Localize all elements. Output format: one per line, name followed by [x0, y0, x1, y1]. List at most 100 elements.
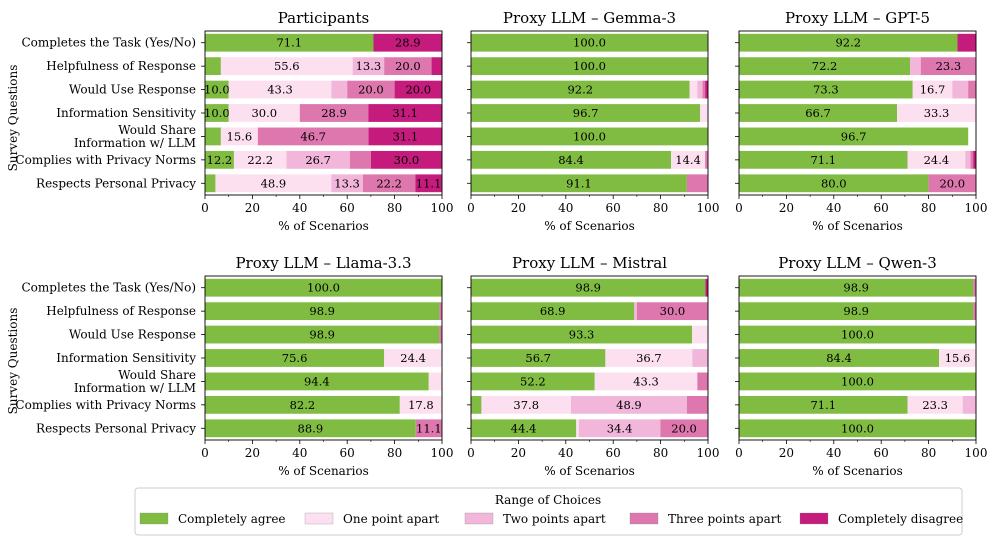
bar-segment	[205, 395, 400, 414]
bar-segment	[368, 127, 443, 146]
legend-items: Completely agree One point apart Two point…	[139, 512, 963, 526]
bar-segment	[739, 349, 940, 367]
legend-swatch	[139, 512, 169, 525]
bar-segment	[428, 372, 442, 391]
x-tick-label: 40	[558, 446, 573, 460]
x-tick-label: 0	[467, 201, 475, 215]
x-tick-label: 80	[921, 201, 936, 215]
bar-segment	[471, 127, 708, 146]
data-label: 100.0	[573, 36, 606, 50]
bar-segment	[910, 57, 921, 76]
bar-segment	[907, 150, 966, 169]
x-tick-label: 60	[340, 446, 355, 460]
data-label: 80.0	[821, 176, 847, 190]
bar-segment	[205, 278, 442, 297]
data-label: 84.4	[558, 153, 584, 167]
data-label: 12.2	[207, 153, 233, 167]
data-label: 98.9	[575, 281, 601, 295]
data-label: 52.2	[520, 374, 546, 388]
data-label: 33.3	[924, 106, 950, 120]
data-label: 55.6	[274, 59, 300, 73]
bar-segment	[739, 80, 913, 99]
bar-segment	[928, 174, 976, 193]
bar-segment	[215, 174, 332, 193]
data-label: 20.0	[405, 83, 431, 97]
data-label: 96.7	[841, 129, 867, 143]
data-label: 92.2	[567, 83, 593, 97]
bar-segment	[705, 278, 708, 297]
data-label: 48.9	[616, 398, 642, 412]
bar-segment	[205, 104, 229, 122]
category-label: Information Sensitivity	[56, 106, 196, 120]
data-label: 28.9	[321, 106, 347, 120]
bar-segment	[431, 57, 442, 76]
bar-segment	[692, 349, 708, 367]
category-label: Respects Personal Privacy	[36, 176, 196, 190]
legend-label: One point apart	[343, 512, 439, 526]
data-label: 71.1	[276, 36, 302, 50]
bar-segment	[471, 372, 595, 391]
legend-item: Three points apart	[629, 512, 781, 526]
panel-4: Proxy LLM – Llama-3.3 100.0 Completes the …	[15, 254, 453, 478]
legend-title: Range of Choices	[495, 493, 601, 507]
bar-segment	[481, 395, 572, 414]
x-tick-label: 60	[606, 201, 621, 215]
data-label: 30.0	[394, 153, 420, 167]
x-axis-label: % of Scenarios	[278, 464, 369, 478]
data-label: 98.9	[843, 281, 869, 295]
bar-segment	[471, 33, 708, 52]
panel-title: Proxy LLM – Llama-3.3	[235, 254, 411, 272]
panel-1: Participants 71.1 28.9 Completes the Task (…	[15, 9, 453, 233]
legend-swatch	[629, 512, 659, 525]
bar-segment	[739, 395, 908, 414]
bar-segment	[471, 57, 708, 76]
bar-segment	[660, 419, 708, 438]
data-label: 98.9	[843, 304, 869, 318]
bar-segment	[739, 325, 976, 344]
bar-segment	[220, 127, 258, 146]
x-tick-label: 80	[653, 201, 668, 215]
data-label: 98.9	[309, 328, 335, 342]
data-label: 16.7	[920, 83, 946, 97]
data-label: 10.0	[204, 83, 230, 97]
bar-segment	[739, 57, 911, 76]
bar-segment	[471, 419, 577, 438]
bar-segment	[205, 57, 221, 76]
x-tick-label: 20	[511, 201, 526, 215]
data-label: 13.3	[334, 176, 360, 190]
x-tick-label: 100	[965, 201, 988, 215]
data-label: 98.9	[309, 304, 335, 318]
panel-5: Proxy LLM – Mistral 98.9 68.9 30.0 93.3 56.7 3…	[467, 254, 719, 478]
bar-segment	[331, 174, 363, 193]
x-tick-label: 0	[201, 446, 209, 460]
bar-segment	[415, 174, 442, 193]
x-tick-label: 80	[387, 201, 402, 215]
bar-segment	[205, 349, 385, 367]
x-tick-label: 20	[779, 446, 794, 460]
x-tick-label: 40	[558, 201, 573, 215]
x-tick-label: 100	[697, 446, 720, 460]
bar-segment	[576, 419, 579, 438]
data-label: 20.0	[395, 59, 421, 73]
data-label: 66.7	[805, 106, 831, 120]
panel-2: Proxy LLM – Gemma-3 100.0 100.0 92.2 96.7 100…	[467, 9, 719, 233]
data-label: 82.2	[290, 398, 316, 412]
bar-segment	[686, 174, 708, 193]
data-label: 20.0	[671, 421, 697, 435]
bar-segment	[471, 325, 693, 344]
x-tick-label: 60	[874, 446, 889, 460]
data-label: 68.9	[540, 304, 566, 318]
bar-segment	[299, 104, 369, 122]
y-axis-titles: Survey Questions Survey Questions	[6, 65, 20, 415]
data-label: 28.9	[395, 36, 421, 50]
data-label: 100.0	[841, 421, 874, 435]
bar-segment	[739, 33, 958, 52]
bar-segment	[205, 80, 229, 99]
x-tick-label: 20	[779, 201, 794, 215]
x-axis-label: % of Scenarios	[544, 464, 635, 478]
x-tick-label: 0	[735, 446, 743, 460]
data-label: 46.7	[300, 129, 326, 143]
x-tick-label: 100	[431, 201, 454, 215]
legend-item: Completely disagree	[799, 512, 963, 526]
data-label: 43.3	[633, 374, 659, 388]
